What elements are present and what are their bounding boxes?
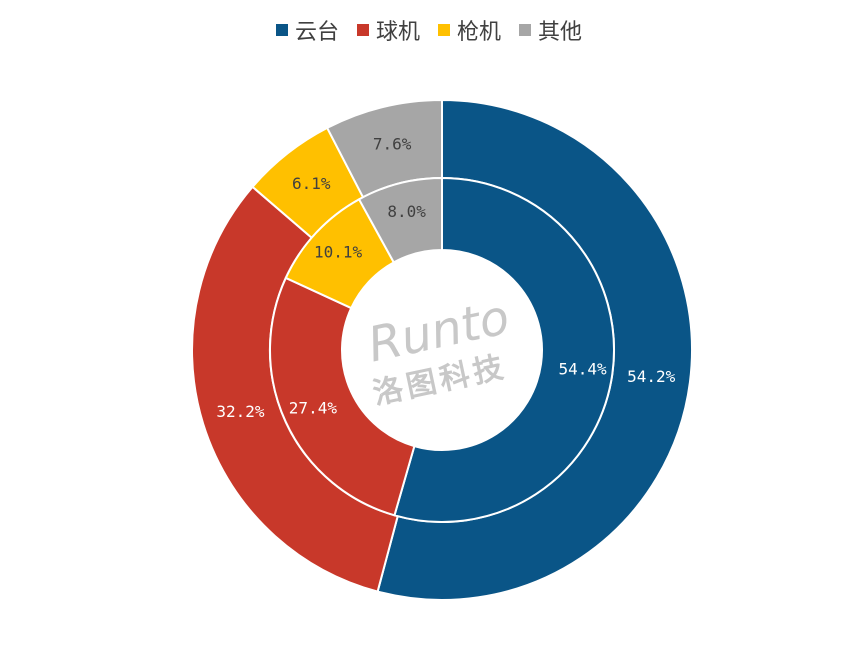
- legend-label: 其他: [538, 20, 583, 45]
- legend-item-qiangji: 枪机: [438, 14, 501, 46]
- inner-slice-0: [393, 176, 615, 523]
- legend-swatch: [519, 24, 532, 36]
- outer-data-label-0: 54.2%: [627, 367, 676, 386]
- legend-item-yuntai: 云台: [275, 14, 339, 46]
- legend-swatch: [356, 24, 369, 36]
- legend-swatch: [438, 24, 450, 36]
- legend-label: 云台: [294, 20, 339, 45]
- inner-data-label-0: 54.4%: [559, 359, 608, 378]
- outer-data-label-3: 7.6%: [373, 134, 412, 153]
- outer-data-label-1: 32.2%: [216, 402, 265, 421]
- inner-data-label-2: 10.1%: [314, 243, 363, 262]
- legend-label: 球机: [375, 20, 420, 45]
- outer-data-label-2: 6.1%: [292, 174, 331, 193]
- legend-label: 枪机: [457, 20, 502, 45]
- watermark-logo: Runto 洛图科技: [363, 289, 514, 412]
- chart-legend: 云台 球机 枪机 其他: [0, 14, 858, 46]
- legend-swatch: [275, 24, 288, 36]
- legend-item-qiuji: 球机: [356, 14, 420, 46]
- inner-slice-3: [357, 176, 443, 264]
- inner-data-label-1: 27.4%: [289, 399, 338, 418]
- legend-item-qita: 其他: [519, 14, 582, 46]
- inner-slice-1: [269, 276, 416, 517]
- inner-data-label-3: 8.0%: [387, 202, 426, 221]
